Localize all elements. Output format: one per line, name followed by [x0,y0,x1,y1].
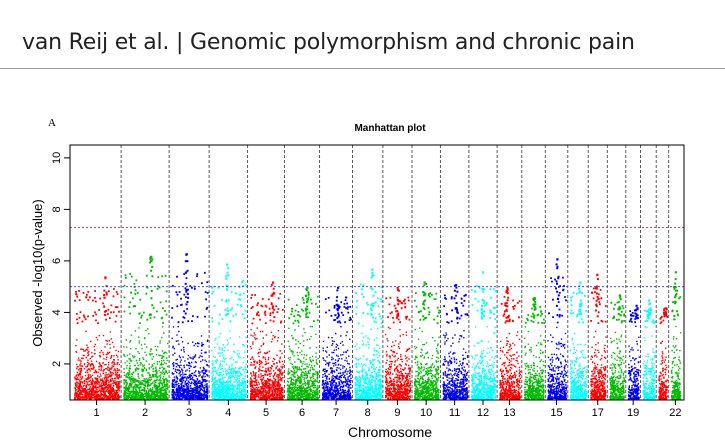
chromosome-17-points [590,273,607,401]
x-tick-label: 12 [477,407,489,419]
chromosome-8-snps [354,268,383,401]
y-tick-label: 4 [51,309,63,315]
chromosome-2-snps [123,255,169,401]
chromosome-2-points [123,255,169,401]
x-tick-label: 11 [449,407,460,419]
threshold-lines [70,226,684,288]
y-tick-label: 10 [51,152,63,164]
x-tick-label: 5 [263,407,269,419]
chromosome-11-snps [442,284,469,401]
chromosome-8-points [354,268,383,401]
chromosome-14-points [523,297,546,401]
chromosome-5-points [249,281,284,401]
chromosome-13-points [499,286,522,401]
y-tick-label: 2 [51,361,63,367]
x-axis-label: Chromosome [348,424,432,440]
chromosome-21-points [658,307,668,400]
x-tick-label: 8 [365,407,371,419]
chromosome-3-snps [171,253,209,401]
chromosome-18-snps [609,294,626,401]
chromosome-19-snps [627,304,640,401]
chromosome-6-snps [286,286,319,401]
chromosome-10-points [414,281,441,401]
chromosome-11-points [442,284,469,401]
chromosome-17-snps [590,273,607,401]
snp-points [74,253,682,401]
x-tick-label: 3 [186,407,192,419]
chromosome-18-points [609,294,626,401]
chromosome-19-points [627,304,640,401]
chromosome-22-points [670,271,682,401]
chromosome-14-snps [523,297,546,401]
chromosome-9-points [384,286,412,401]
x-tick-label: 9 [394,407,400,419]
chromosome-16-snps [569,281,588,401]
page-header: van Reij et al. | Genomic polymorphism a… [0,0,725,70]
panel-label: A [48,117,56,129]
chromosome-12-snps [471,271,497,400]
x-tick-label: 17 [592,407,604,419]
plot-frame [69,144,685,401]
x-tick-label: 4 [225,407,231,419]
chromosome-3-points [171,253,209,401]
y-tick-label: 8 [51,206,63,212]
chromosome-7-points [321,286,352,401]
chromosome-separators [120,145,670,400]
chromosome-20-points [642,299,656,400]
x-tick-label: 2 [142,407,148,419]
chromosome-7-snps [321,286,352,401]
x-tick-label: 19 [627,407,639,419]
header-divider [0,68,725,69]
chromosome-1-snps [74,276,121,401]
chromosome-15-snps [547,258,568,401]
chromosome-15-points [547,258,568,401]
chromosome-9-snps [384,286,412,401]
chromosome-4-snps [211,263,247,401]
x-tick-label: 7 [333,407,339,419]
chart-title: Manhattan plot [354,123,426,134]
chromosome-13-snps [499,286,522,401]
chromosome-21-snps [658,307,668,400]
x-tick-label: 15 [550,407,562,419]
chromosome-1-points [74,276,121,401]
chromosome-16-points [569,281,588,401]
chromosome-22-snps [670,271,682,401]
x-tick-label: 13 [503,407,515,419]
chromosome-6-points [286,286,319,401]
x-tick-label: 10 [420,407,432,419]
x-tick-label: 6 [299,407,305,419]
chromosome-12-points [471,271,497,400]
chromosome-10-snps [414,281,441,401]
chromosome-20-snps [642,299,656,400]
y-axis-label: Observed -log10(p-value) [30,199,45,346]
chromosome-4-points [211,263,247,401]
y-tick-label: 6 [51,258,63,264]
running-header: van Reij et al. | Genomic polymorphism a… [22,30,635,55]
x-tick-label: 1 [93,407,99,419]
x-tick-label: 22 [669,407,681,419]
chromosome-5-snps [249,281,284,401]
